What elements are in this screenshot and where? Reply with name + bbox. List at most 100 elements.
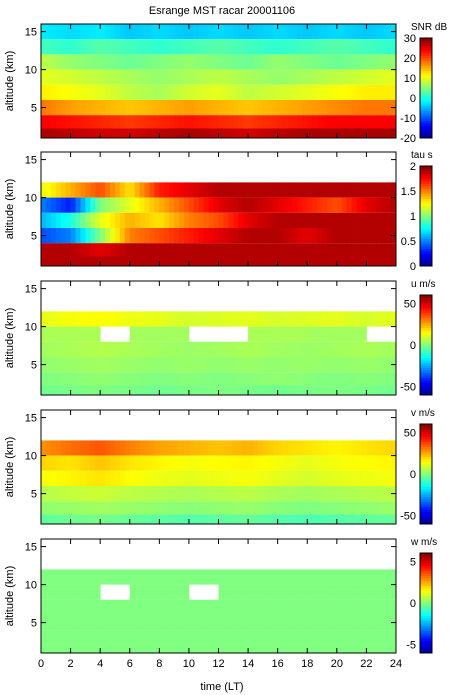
heatmap-cell xyxy=(159,486,165,502)
heatmap-cell xyxy=(213,599,219,615)
heatmap-cell xyxy=(114,372,121,386)
colorbar-swatch xyxy=(420,362,432,366)
colorbar-swatch xyxy=(420,570,432,574)
heatmap-cell xyxy=(100,39,106,55)
heatmap-cell xyxy=(287,256,293,266)
heatmap-cell xyxy=(41,311,47,327)
heatmap-cell xyxy=(331,470,338,486)
heatmap-cell xyxy=(317,569,323,585)
heatmap-cell xyxy=(124,599,131,615)
heatmap-cell xyxy=(193,54,200,70)
heatmap-cell xyxy=(253,501,259,515)
heatmap-cell xyxy=(218,256,224,266)
heatmap-cell xyxy=(45,128,52,138)
heatmap-cell xyxy=(179,212,185,228)
heatmap-cell xyxy=(95,212,101,228)
colorbar-swatch xyxy=(420,211,432,214)
colorbar-swatch xyxy=(420,484,432,487)
heatmap-cell xyxy=(100,470,106,486)
heatmap-cell xyxy=(174,357,180,373)
heatmap-cell xyxy=(154,128,160,138)
heatmap-cell xyxy=(139,615,145,631)
heatmap-cell xyxy=(307,630,313,644)
heatmap-cell xyxy=(243,311,249,327)
heatmap-cell xyxy=(257,326,264,342)
heatmap-cell xyxy=(233,501,239,515)
heatmap-cell xyxy=(376,357,382,373)
heatmap-cell xyxy=(322,311,328,327)
heatmap-cell xyxy=(243,54,249,70)
heatmap-cell xyxy=(223,599,229,615)
heatmap-cell xyxy=(287,326,293,342)
heatmap-cell xyxy=(351,326,357,342)
heatmap-cell xyxy=(386,39,392,55)
heatmap-cell xyxy=(307,243,313,257)
heatmap-cell xyxy=(356,228,362,244)
x-tick-label: 10 xyxy=(183,658,195,670)
colorbar-swatch xyxy=(420,431,432,435)
heatmap-cell xyxy=(218,128,224,138)
heatmap-cell xyxy=(326,440,333,456)
heatmap-cell xyxy=(203,243,210,257)
heatmap-cell xyxy=(272,372,279,386)
heatmap-cell xyxy=(129,372,136,386)
heatmap-cell xyxy=(100,372,106,386)
heatmap-cell xyxy=(312,128,318,138)
heatmap-cell xyxy=(75,115,81,129)
heatmap-cell xyxy=(65,569,71,585)
heatmap-cells-SNR xyxy=(41,24,397,138)
colorbar-swatch xyxy=(420,454,432,457)
heatmap-cell xyxy=(361,630,367,644)
heatmap-cell xyxy=(257,470,264,486)
colorbar-swatch xyxy=(420,377,432,381)
heatmap-cell xyxy=(233,569,239,585)
colorbar-swatch xyxy=(420,380,432,383)
y-tick-label: 5 xyxy=(31,618,37,630)
heatmap-cell xyxy=(287,197,293,213)
heatmap-cell xyxy=(105,455,111,471)
heatmap-cell xyxy=(253,128,259,138)
heatmap-cell xyxy=(164,115,170,129)
heatmap-cell xyxy=(322,514,328,524)
heatmap-cell xyxy=(45,372,52,386)
heatmap-cell xyxy=(218,228,224,244)
heatmap-cell xyxy=(164,514,170,524)
heatmap-cell xyxy=(253,599,259,615)
heatmap-cell xyxy=(198,455,205,471)
colorbar-swatch xyxy=(420,63,432,66)
heatmap-cell xyxy=(317,212,323,228)
heatmap-cell xyxy=(243,630,249,644)
colorbar-swatch xyxy=(420,340,432,343)
heatmap-cell xyxy=(144,115,150,129)
heatmap-cell xyxy=(371,584,377,600)
heatmap-cell xyxy=(41,501,47,515)
colorbar-swatch xyxy=(420,578,432,581)
heatmap-cell xyxy=(307,357,313,373)
colorbar-swatch xyxy=(420,312,432,316)
heatmap-cell xyxy=(297,69,303,85)
heatmap-cell xyxy=(287,615,293,631)
colorbar-label: w m/s xyxy=(410,537,437,548)
heatmap-cell xyxy=(238,643,244,653)
heatmap-cell xyxy=(70,385,76,395)
heatmap-cell xyxy=(95,39,101,55)
heatmap-cell xyxy=(134,115,141,129)
heatmap-cell xyxy=(386,197,392,213)
heatmap-cell xyxy=(331,569,338,585)
colorbar-swatch xyxy=(420,555,432,559)
heatmap-cell xyxy=(243,228,249,244)
heatmap-cell xyxy=(164,440,170,456)
colorbar-swatch xyxy=(420,196,432,199)
heatmap-cell xyxy=(248,243,254,257)
heatmap-cell xyxy=(238,341,244,357)
heatmap-cell xyxy=(346,372,353,386)
heatmap-cell xyxy=(203,357,210,373)
heatmap-cell xyxy=(183,115,190,129)
heatmap-cell xyxy=(174,615,180,631)
heatmap-cell xyxy=(154,455,160,471)
heatmap-cell xyxy=(75,39,81,55)
heatmap-cell xyxy=(297,486,303,502)
heatmap-cell xyxy=(233,615,239,631)
